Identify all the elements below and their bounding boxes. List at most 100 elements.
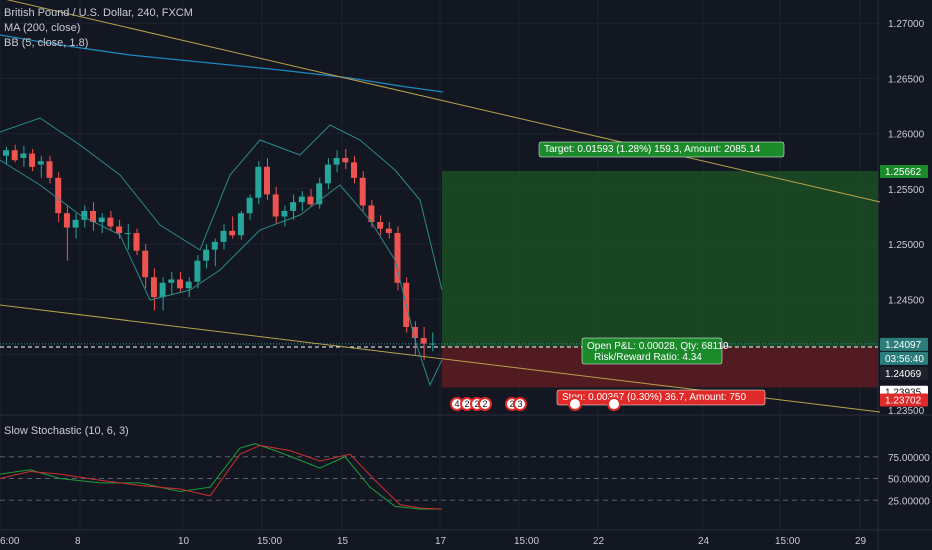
risk-reward-text: Risk/Reward Ratio: 4.34: [594, 352, 702, 363]
event-marker: [568, 397, 582, 411]
price-tag: 03:56:40: [880, 351, 928, 365]
candle-body: [429, 343, 436, 345]
candle-body: [142, 250, 149, 278]
candle-body: [185, 281, 192, 289]
stochastic-tick-label: 75.00000: [888, 453, 930, 464]
candle-body: [3, 150, 9, 156]
price-tag: 1.24097: [880, 337, 928, 351]
target-zone: [442, 170, 878, 347]
candle-body: [90, 210, 96, 223]
target-label-bg: [538, 141, 785, 158]
time-tick-label: 15:00: [257, 536, 282, 547]
candle-body: [177, 279, 183, 289]
candle-body: [351, 162, 357, 178]
price-tag-text: 1.24097: [885, 340, 922, 351]
bb-upper: [0, 117, 443, 291]
event-marker-text: 2: [465, 399, 470, 409]
candle-body: [420, 337, 427, 344]
event-marker: 3: [513, 397, 527, 411]
candle-body: [124, 233, 131, 235]
stochastic-k-line: [0, 443, 442, 510]
price-tag: 1.25662: [880, 164, 928, 178]
candle-body: [72, 219, 79, 228]
price-tag-bg: [880, 337, 928, 351]
candle-body: [150, 277, 157, 298]
candle-body: [11, 150, 18, 161]
price-tick-label: 1.26500: [888, 74, 925, 85]
stochastic-label[interactable]: Slow Stochastic (10, 6, 3): [4, 425, 129, 437]
event-marker-text: 3: [518, 399, 523, 409]
price-tag: 1.23702: [880, 393, 928, 407]
candle-body: [333, 157, 340, 165]
candle-body: [220, 230, 227, 242]
candle-body: [159, 282, 166, 298]
candle-body: [29, 153, 36, 167]
time-tick-label: 17: [435, 536, 447, 547]
price-tag-bg: [880, 366, 928, 380]
candle-body: [107, 217, 114, 227]
price-tick-label: 1.25000: [888, 240, 925, 251]
price-tag-text: 1.25662: [885, 167, 922, 178]
time-tick-label: 15:00: [514, 536, 539, 547]
candle-body: [55, 177, 62, 214]
candle-body: [116, 226, 123, 234]
symbol-title[interactable]: British Pound / U.S. Dollar, 240, FXCM: [4, 7, 193, 19]
candle-body: [377, 222, 384, 229]
stochastic-tick-label: 25.00000: [888, 496, 930, 507]
candle-body: [81, 210, 88, 220]
candle-body: [133, 233, 140, 251]
candle-body: [298, 196, 305, 203]
price-tag-bg: [880, 393, 928, 407]
bb-indicator-label[interactable]: BB (5, close, 1.8): [4, 37, 89, 49]
candle-body: [359, 177, 366, 206]
ma-indicator-label[interactable]: MA (200, close): [4, 22, 81, 34]
candle-body: [368, 205, 375, 223]
candle-body: [385, 228, 392, 234]
time-tick-label: 8: [75, 536, 81, 547]
candle-body: [203, 249, 210, 261]
candle-body: [246, 197, 253, 214]
event-marker-text: 2: [475, 399, 480, 409]
event-marker-text: 2: [510, 399, 515, 409]
candle-body: [255, 166, 262, 198]
event-marker-circle: [513, 397, 527, 411]
price-tick-label: 1.25500: [888, 185, 925, 196]
price-tag-text: 1.24069: [885, 369, 922, 380]
event-marker-text: 4: [455, 399, 460, 409]
price-tag-bg: [880, 164, 928, 178]
price-tick-label: 1.23500: [888, 406, 925, 417]
candle-body: [264, 166, 270, 195]
candle-body: [281, 210, 288, 217]
price-tick-label: 1.24500: [888, 295, 925, 306]
candle-body: [316, 183, 323, 205]
candle-body: [324, 164, 331, 184]
candle-body: [394, 233, 401, 283]
trendline-upper: [6, 0, 881, 203]
price-tag-text: 1.23702: [885, 395, 922, 406]
stop-text: Stop: 0.00367 (0.30%) 36.7, Amount: 750: [562, 392, 746, 403]
stochastic-d-line: [0, 444, 443, 510]
candle-body: [229, 230, 236, 236]
price-tick-label: 1.27000: [888, 19, 925, 30]
candle-body: [20, 153, 27, 158]
candle-body: [411, 326, 418, 338]
candle-body: [168, 279, 175, 283]
stop-label: Stop: 0.00367 (0.30%) 36.7, Amount: 750: [556, 389, 766, 406]
candle-body: [342, 157, 349, 163]
time-tick-label: 6:00: [0, 536, 20, 547]
event-marker-circle: [478, 397, 492, 411]
price-tag-text: 03:56:40: [885, 354, 924, 365]
candle-body: [237, 213, 244, 236]
candle-body: [290, 202, 297, 211]
time-tick-label: 15: [337, 536, 349, 547]
price-tag-text: 1.23935: [885, 388, 922, 399]
price-tag: 1.24069: [880, 366, 928, 380]
price-tick-label: 1.26000: [888, 130, 925, 141]
candle-body: [63, 213, 70, 228]
time-tick-label: 10: [178, 536, 190, 547]
time-tick-label: 15:00: [775, 536, 800, 547]
candle-body: [272, 194, 279, 217]
candle-body: [211, 241, 218, 250]
candle-body: [37, 161, 44, 165]
